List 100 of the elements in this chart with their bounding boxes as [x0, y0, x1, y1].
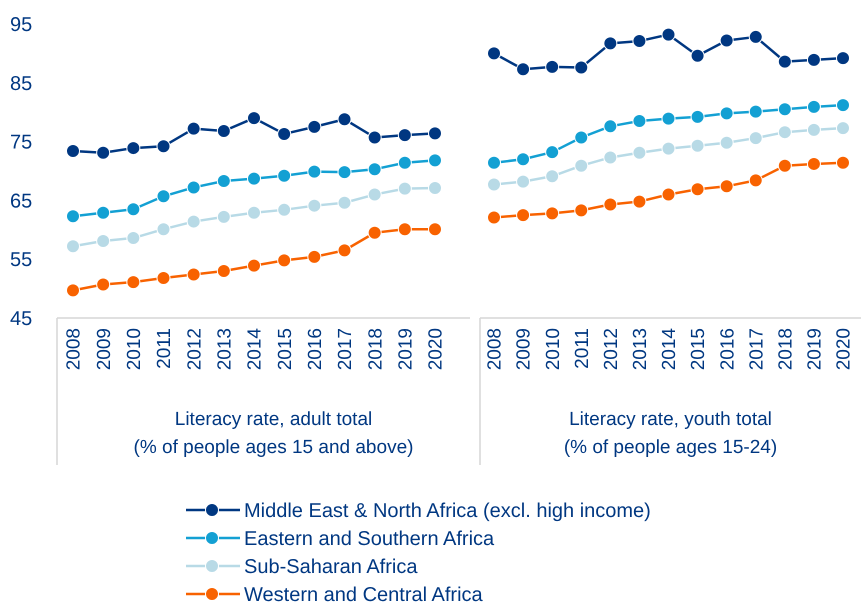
point [574, 203, 588, 218]
point [778, 125, 792, 140]
point [778, 158, 792, 173]
point [487, 46, 501, 60]
x-tick-label: 2013 [630, 328, 652, 370]
point [66, 209, 80, 224]
point [368, 162, 382, 176]
point [216, 124, 231, 138]
y-tick-label: 55 [10, 249, 32, 272]
point [398, 128, 412, 142]
point [516, 152, 530, 166]
x-tick-label: 2009 [514, 328, 535, 370]
point [574, 158, 588, 173]
point [748, 30, 763, 44]
point [690, 138, 705, 153]
point [632, 194, 646, 209]
point [690, 48, 705, 63]
x-tick-label: 2019 [395, 328, 416, 370]
point [806, 156, 821, 171]
point [368, 226, 382, 240]
point [247, 111, 261, 126]
point [662, 188, 676, 202]
point [186, 267, 201, 282]
point [690, 182, 705, 196]
y-tick-label: 85 [10, 72, 32, 95]
x-tick-label: 2011 [154, 328, 176, 369]
point [247, 206, 261, 220]
point [603, 198, 618, 212]
x-tick-label: 2010 [124, 328, 145, 370]
point [96, 234, 110, 248]
point [662, 28, 676, 42]
point [487, 156, 501, 170]
point [247, 258, 261, 273]
point [428, 222, 442, 236]
point [428, 181, 442, 196]
point [126, 202, 140, 216]
point [186, 214, 201, 229]
point [806, 122, 821, 137]
y-tick-label: 95 [10, 14, 32, 36]
point [186, 122, 201, 136]
point [126, 231, 140, 246]
point [720, 33, 734, 48]
point [545, 206, 560, 220]
y-tick-label: 75 [10, 132, 32, 154]
point [338, 243, 352, 258]
point [545, 145, 560, 160]
point [277, 253, 292, 268]
point [720, 179, 734, 194]
point [156, 271, 170, 286]
point [516, 62, 530, 76]
point [545, 60, 560, 74]
point [66, 283, 80, 298]
point [545, 169, 560, 184]
point [126, 275, 140, 290]
point [748, 104, 763, 119]
legend-label: Eastern and Southern Africa [244, 528, 496, 550]
x-tick-label: 2008 [484, 328, 506, 370]
point [156, 189, 170, 204]
point [748, 131, 763, 146]
point [277, 202, 292, 217]
point [247, 172, 261, 186]
point [66, 239, 80, 254]
x-axis-title: Literacy rate, youth total (% of people ages 15-24) [564, 409, 778, 458]
point [720, 136, 734, 150]
legend-label: Middle East & North Africa (excl. high income) [244, 500, 651, 522]
x-tick-label: 2020 [834, 328, 855, 370]
point [66, 144, 80, 158]
x-tick-label: 2014 [659, 328, 680, 370]
point [806, 52, 821, 67]
point [603, 150, 618, 164]
y-tick-label: 65 [10, 190, 32, 212]
legend-label: Sub-Saharan Africa [244, 556, 418, 578]
point [778, 102, 792, 116]
point [748, 173, 763, 188]
point [338, 165, 352, 180]
point [574, 60, 588, 75]
x-tick-label: 2017 [746, 328, 768, 370]
point [516, 174, 530, 189]
point [338, 196, 352, 210]
point [307, 250, 322, 264]
point [307, 120, 322, 134]
point [836, 121, 850, 136]
point [516, 208, 530, 222]
point [632, 114, 646, 128]
point [368, 130, 382, 144]
point [216, 174, 231, 188]
x-tick-label: 2016 [717, 328, 738, 370]
point [836, 51, 850, 66]
x-tick-label: 2019 [804, 328, 826, 370]
point [662, 112, 676, 126]
point [338, 112, 352, 126]
point [778, 54, 792, 69]
point [836, 98, 850, 112]
point [216, 264, 231, 278]
x-tick-label: 2016 [304, 328, 326, 370]
point [487, 178, 501, 192]
point [574, 130, 588, 144]
point [96, 277, 110, 292]
point [307, 164, 322, 179]
point [428, 153, 442, 168]
